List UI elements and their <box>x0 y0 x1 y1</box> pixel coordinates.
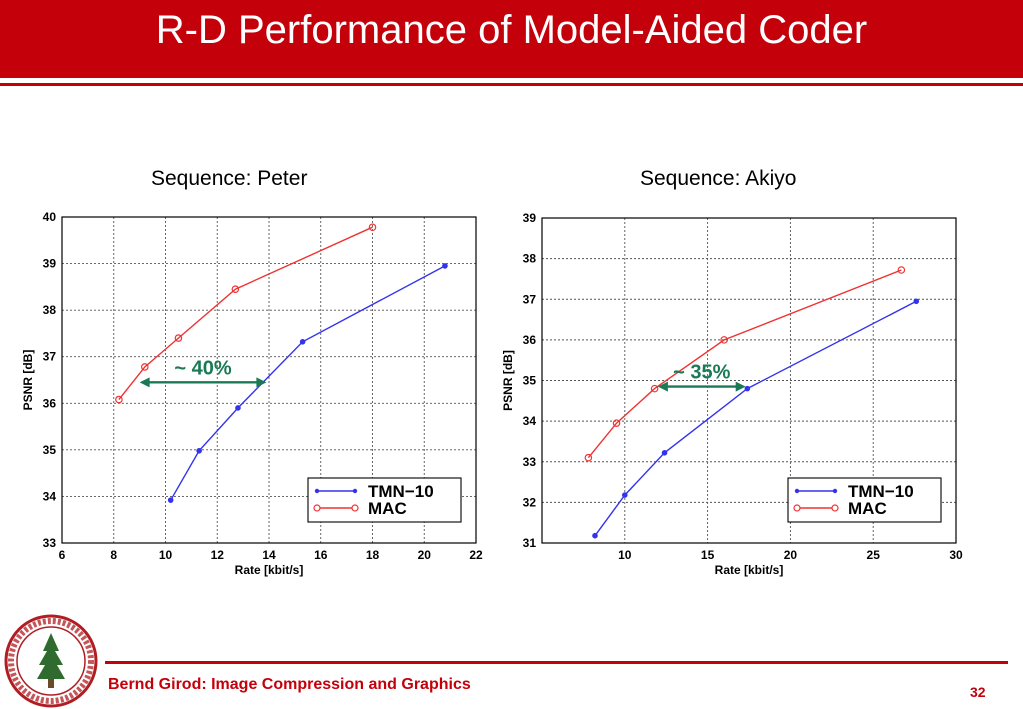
x-tick-label: 12 <box>211 548 225 562</box>
annotation-label: ~ 35% <box>673 362 730 384</box>
chart-title-peter: Sequence: Peter <box>151 167 308 190</box>
footer-divider <box>105 661 1008 664</box>
y-tick-label: 32 <box>523 495 537 509</box>
x-tick-label: 18 <box>366 548 380 562</box>
data-point <box>584 453 593 462</box>
data-point <box>913 298 920 305</box>
x-tick-label: 30 <box>949 548 963 562</box>
y-tick-label: 35 <box>523 374 537 388</box>
data-point <box>592 532 598 539</box>
y-tick-label: 36 <box>43 396 57 410</box>
legend-label-0: TMN−10 <box>848 482 914 501</box>
x-tick-label: 25 <box>867 548 881 562</box>
legend-label-1: MAC <box>368 499 407 518</box>
x-axis-label: Rate [kbit/s] <box>235 563 304 577</box>
legend-marker <box>832 488 838 494</box>
annotation-arrowhead-right <box>256 377 267 388</box>
data-point <box>235 405 241 411</box>
data-point <box>141 363 149 371</box>
y-tick-label: 31 <box>523 536 537 550</box>
y-tick-label: 34 <box>43 489 57 503</box>
x-tick-label: 22 <box>469 548 483 562</box>
annotation-arrowhead-right <box>735 381 746 392</box>
data-point <box>720 336 728 344</box>
legend-box <box>307 477 462 523</box>
y-tick-label: 39 <box>43 257 57 271</box>
y-tick-label: 33 <box>43 536 57 550</box>
x-tick-label: 14 <box>262 548 276 562</box>
y-axis-label: PSNR [dB] <box>21 350 35 411</box>
data-point <box>174 334 183 342</box>
slide-title: R-D Performance of Model-Aided Coder <box>155 8 868 52</box>
legend-box <box>787 477 942 523</box>
data-point <box>299 339 306 345</box>
data-point <box>115 395 123 404</box>
x-tick-label: 15 <box>701 548 715 562</box>
y-axis-label: PSNR [dB] <box>501 350 515 411</box>
legend-marker <box>313 504 321 512</box>
title-bar: R-D Performance of Model-Aided Coder <box>0 0 1023 78</box>
data-point <box>368 223 377 232</box>
x-tick-label: 10 <box>159 548 173 562</box>
data-point <box>231 285 240 293</box>
y-tick-label: 33 <box>523 455 537 469</box>
y-tick-label: 38 <box>43 303 57 317</box>
data-point <box>622 492 628 498</box>
x-tick-label: 16 <box>314 548 328 562</box>
y-tick-label: 39 <box>523 211 537 225</box>
data-point <box>612 419 621 427</box>
data-point <box>661 450 668 456</box>
y-tick-label: 34 <box>523 414 537 428</box>
data-point <box>897 266 906 274</box>
x-tick-label: 10 <box>618 548 632 562</box>
chart-title-akiyo: Sequence: Akiyo <box>640 167 797 190</box>
plot-frame <box>61 216 477 544</box>
legend-marker <box>794 488 800 494</box>
x-tick-label: 20 <box>784 548 798 562</box>
y-tick-label: 37 <box>523 292 537 306</box>
annotation-arrowhead-left <box>657 381 668 392</box>
y-tick-label: 38 <box>523 252 537 266</box>
data-point <box>442 263 448 269</box>
legend-marker <box>352 488 358 494</box>
y-tick-label: 40 <box>43 210 57 224</box>
legend-marker <box>351 504 359 512</box>
data-point <box>167 497 174 503</box>
x-tick-label: 8 <box>110 548 117 562</box>
data-point <box>196 447 202 454</box>
y-tick-label: 35 <box>43 443 57 457</box>
x-tick-label: 6 <box>59 548 66 562</box>
chart-peter: 6 8 10 12 14 16 18 20 22 33 34 35 36 37 38 39 40 Rate [kb… <box>21 210 483 577</box>
x-tick-label: 20 <box>418 548 432 562</box>
header-divider <box>0 83 1023 86</box>
annotation-label: ~ 40% <box>174 357 231 379</box>
legend-marker <box>831 504 839 512</box>
chart-akiyo: 10 15 20 25 30 31 32 33 34 35 36 37 38 39 Rate [kbit/s… <box>501 211 963 577</box>
data-point <box>744 385 751 392</box>
y-tick-label: 37 <box>43 350 57 364</box>
annotation-arrowhead-left <box>139 377 150 388</box>
legend-label-0: TMN−10 <box>368 482 434 501</box>
legend-label-1: MAC <box>848 499 887 518</box>
x-axis-label: Rate [kbit/s] <box>715 563 784 577</box>
stanford-seal-logo <box>4 614 98 708</box>
y-tick-label: 36 <box>523 333 537 347</box>
page-number: 32 <box>970 684 986 700</box>
data-point <box>650 384 659 393</box>
legend-marker <box>314 488 320 494</box>
series-line-1 <box>118 226 373 401</box>
series-line-1 <box>587 269 902 459</box>
plot-frame <box>541 217 957 544</box>
legend-marker <box>793 504 801 512</box>
footer-text: Bernd Girod: Image Compression and Graph… <box>108 676 471 693</box>
